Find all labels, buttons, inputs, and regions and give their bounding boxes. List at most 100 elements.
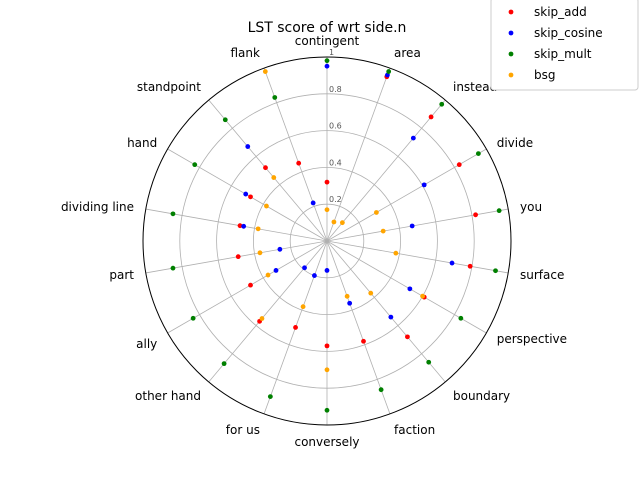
spoke-line bbox=[145, 208, 328, 242]
data-point bbox=[264, 203, 269, 209]
spoke-label: you bbox=[520, 200, 542, 214]
data-point bbox=[170, 211, 176, 217]
data-point bbox=[262, 69, 268, 74]
legend-label: skip_add bbox=[534, 5, 587, 19]
data-point bbox=[373, 210, 379, 215]
data-point bbox=[300, 304, 306, 310]
outer-frame bbox=[142, 56, 512, 426]
legend-box bbox=[490, 0, 639, 91]
data-point bbox=[243, 191, 249, 197]
data-point bbox=[324, 407, 330, 413]
spoke-label: area bbox=[394, 46, 421, 60]
spoke-line bbox=[326, 240, 446, 383]
spoke-label: part bbox=[109, 268, 134, 282]
data-point bbox=[421, 182, 427, 188]
data-point bbox=[331, 219, 337, 225]
data-point bbox=[388, 314, 394, 320]
data-point bbox=[324, 367, 330, 373]
data-point bbox=[248, 282, 253, 288]
data-point bbox=[378, 387, 384, 393]
data-point bbox=[273, 268, 279, 273]
data-point bbox=[310, 200, 316, 206]
series-skip_cosine bbox=[241, 63, 455, 320]
data-point bbox=[170, 265, 176, 271]
data-point bbox=[190, 315, 196, 321]
data-point bbox=[467, 263, 473, 269]
spoke-label: divide bbox=[497, 136, 533, 150]
data-point bbox=[439, 101, 445, 107]
data-point bbox=[324, 268, 330, 273]
data-point bbox=[263, 165, 268, 171]
data-point bbox=[259, 316, 265, 321]
spoke-label: standpoint bbox=[137, 80, 201, 94]
data-point bbox=[347, 300, 353, 306]
data-point bbox=[245, 144, 251, 149]
spoke-label: boundary bbox=[453, 389, 510, 403]
data-point bbox=[324, 207, 330, 213]
spoke-label: conversely bbox=[294, 435, 359, 449]
data-point bbox=[409, 223, 415, 229]
data-point bbox=[255, 226, 261, 232]
r-tick-label: 0.2 bbox=[329, 195, 342, 204]
data-point bbox=[293, 325, 298, 330]
r-tick-label: 0.8 bbox=[329, 85, 342, 94]
spoke-label: perspective bbox=[497, 332, 567, 346]
data-point bbox=[257, 250, 263, 256]
legend-label: bsg bbox=[534, 68, 556, 82]
data-point bbox=[428, 114, 434, 120]
spoke-line bbox=[326, 99, 446, 242]
data-point bbox=[324, 343, 330, 349]
spoke-label: flank bbox=[230, 46, 260, 60]
data-point bbox=[265, 272, 271, 278]
data-point bbox=[456, 162, 462, 168]
data-point bbox=[339, 220, 345, 226]
spoke-label: for us bbox=[226, 423, 260, 437]
data-point bbox=[277, 246, 283, 252]
data-point bbox=[368, 290, 374, 296]
spoke-line bbox=[326, 67, 391, 242]
data-point bbox=[241, 223, 247, 229]
spoke-label: contingent bbox=[295, 34, 360, 48]
spoke-label: ally bbox=[136, 337, 157, 351]
data-point bbox=[235, 254, 241, 260]
data-point bbox=[271, 175, 277, 180]
data-point bbox=[393, 250, 399, 256]
data-point bbox=[324, 58, 330, 64]
data-point bbox=[222, 117, 228, 123]
data-point bbox=[426, 359, 432, 365]
spoke-label: hand bbox=[127, 136, 157, 150]
r-tick-label: 0.6 bbox=[329, 122, 342, 131]
data-point bbox=[410, 135, 416, 141]
legend-label: skip_cosine bbox=[534, 26, 603, 40]
data-point bbox=[192, 162, 198, 168]
spoke-label: faction bbox=[394, 423, 435, 437]
legend-label: skip_mult bbox=[534, 47, 592, 61]
data-point bbox=[272, 95, 278, 100]
r-tick-label: 0.4 bbox=[329, 158, 342, 167]
r-tick-label: 1 bbox=[329, 48, 334, 57]
data-points bbox=[170, 58, 502, 413]
spoke-labels: contingent area instead divide you surface per… bbox=[61, 34, 567, 449]
legend-marker bbox=[508, 9, 514, 15]
spoke-label: instead bbox=[453, 80, 497, 94]
data-point bbox=[407, 286, 413, 292]
data-point bbox=[312, 273, 317, 278]
data-point bbox=[296, 160, 302, 166]
radial-tick-labels: 0.2 0.4 0.6 0.8 1 bbox=[329, 48, 342, 204]
data-point bbox=[475, 151, 481, 157]
spoke-line bbox=[326, 208, 509, 242]
legend-marker bbox=[508, 72, 514, 78]
data-point bbox=[458, 315, 464, 321]
spoke-line bbox=[326, 240, 509, 274]
chart-title: LST score of wrt side.n bbox=[248, 20, 407, 36]
series-skip_mult bbox=[170, 58, 502, 413]
data-point bbox=[344, 293, 350, 299]
data-point bbox=[267, 394, 273, 400]
spoke-line bbox=[208, 240, 328, 383]
data-point bbox=[361, 338, 366, 344]
data-point bbox=[302, 265, 307, 271]
legend-marker bbox=[508, 51, 514, 57]
data-point bbox=[237, 223, 243, 229]
